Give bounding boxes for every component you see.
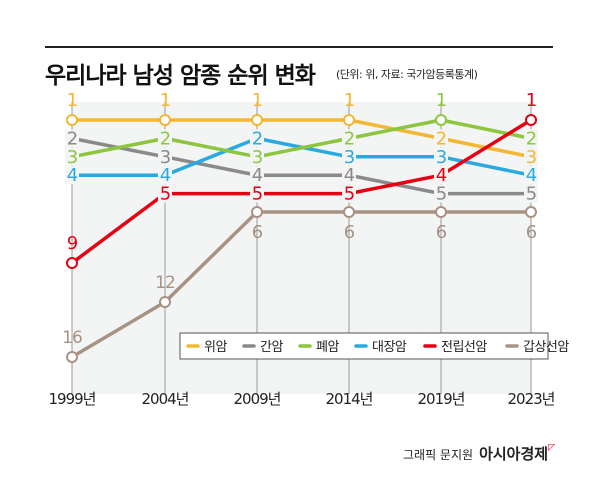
brand-mark-icon: ◸	[548, 443, 555, 453]
chart-title: 우리나라 남성 암종 순위 변화	[45, 63, 316, 89]
label-backdrop	[158, 166, 172, 185]
data-point	[343, 206, 355, 218]
data-label: 3	[252, 147, 263, 168]
data-label: 4	[160, 165, 171, 186]
data-label: 4	[344, 165, 355, 186]
label-backdrop	[250, 184, 264, 203]
label-backdrop	[65, 166, 79, 185]
data-label: 2	[526, 128, 536, 149]
brand-logo: 아시아경제	[479, 445, 549, 463]
label-backdrop	[342, 129, 356, 148]
legend-label: 대장암	[372, 340, 407, 355]
data-point	[251, 114, 263, 126]
label-backdrop	[434, 184, 448, 203]
data-label: 2	[67, 128, 77, 149]
data-point	[251, 206, 263, 218]
label-backdrop	[524, 184, 538, 203]
data-label: 4	[252, 165, 263, 186]
data-label: 16	[62, 328, 82, 348]
data-label: 4	[436, 165, 447, 186]
chart-subtitle: (단위: 위, 자료: 국가암등록통계)	[336, 68, 478, 81]
data-label: 5	[436, 184, 446, 205]
label-backdrop	[158, 184, 172, 203]
data-label: 3	[344, 147, 355, 168]
legend-label: 간암	[260, 340, 283, 355]
x-tick-label: 2023년	[508, 390, 555, 408]
x-tick-label: 1999년	[49, 390, 96, 408]
data-point	[66, 114, 78, 126]
data-label: 2	[344, 128, 354, 149]
data-label: 3	[160, 147, 171, 168]
data-point	[525, 114, 537, 126]
series-line-폐암	[71, 118, 532, 159]
data-label: 2	[436, 128, 446, 149]
data-point	[66, 257, 78, 269]
series-line-갑상선암	[71, 210, 531, 359]
data-label: 1	[436, 90, 446, 111]
title-rule	[45, 46, 553, 48]
footer: 그래픽 문지원 아시아경제◸	[403, 443, 555, 464]
data-label: 4	[526, 165, 537, 186]
data-label: 3	[526, 147, 537, 168]
data-label: 1	[67, 90, 77, 111]
data-label: 6	[252, 222, 263, 243]
data-point	[435, 206, 447, 218]
label-backdrop	[524, 147, 538, 166]
data-label: 2	[160, 128, 170, 149]
x-tick-label: 2009년	[234, 390, 281, 408]
label-backdrop	[65, 129, 79, 148]
data-label: 6	[526, 222, 537, 243]
data-label: 4	[67, 165, 78, 186]
data-label: 3	[67, 147, 78, 168]
data-label: 2	[252, 128, 262, 149]
data-label: 3	[436, 147, 447, 168]
series-line-간암	[71, 136, 531, 196]
data-label: 1	[344, 90, 354, 111]
label-backdrop	[434, 147, 448, 166]
legend-label: 위암	[204, 340, 227, 355]
label-backdrop	[434, 129, 448, 148]
data-label: 6	[344, 222, 355, 243]
data-point	[435, 114, 447, 126]
label-backdrop	[524, 129, 538, 148]
label-backdrop	[158, 129, 172, 148]
label-backdrop	[342, 184, 356, 203]
x-tick-label: 2004년	[142, 390, 189, 408]
series-line-전립선암	[70, 118, 532, 265]
label-backdrop	[250, 147, 264, 166]
data-point	[66, 351, 78, 363]
data-label: 5	[252, 184, 262, 205]
legend-label: 갑상선암	[523, 340, 569, 355]
x-tick-label: 2019년	[418, 390, 465, 408]
x-tick-label: 2014년	[326, 390, 373, 408]
data-label: 1	[526, 90, 536, 111]
legend-label: 폐암	[316, 340, 339, 355]
label-backdrop	[434, 166, 448, 185]
data-point	[159, 114, 171, 126]
data-point	[343, 114, 355, 126]
data-label: 6	[436, 222, 447, 243]
data-label: 12	[155, 273, 175, 293]
data-point	[525, 206, 537, 218]
data-label: 5	[526, 184, 536, 205]
label-backdrop	[158, 147, 172, 166]
data-label: 1	[252, 90, 262, 111]
label-backdrop	[65, 147, 79, 166]
label-backdrop	[250, 129, 264, 148]
label-backdrop	[524, 166, 538, 185]
data-label: 5	[344, 184, 354, 205]
legend-label: 전립선암	[441, 340, 487, 355]
label-backdrop	[250, 166, 264, 185]
data-point	[159, 296, 171, 308]
credit: 그래픽 문지원	[403, 448, 474, 462]
data-label: 1	[160, 90, 170, 111]
label-backdrop	[342, 147, 356, 166]
data-label: 5	[160, 184, 170, 205]
label-backdrop	[342, 166, 356, 185]
series-line-위암	[72, 118, 532, 159]
data-label: 9	[67, 233, 78, 254]
